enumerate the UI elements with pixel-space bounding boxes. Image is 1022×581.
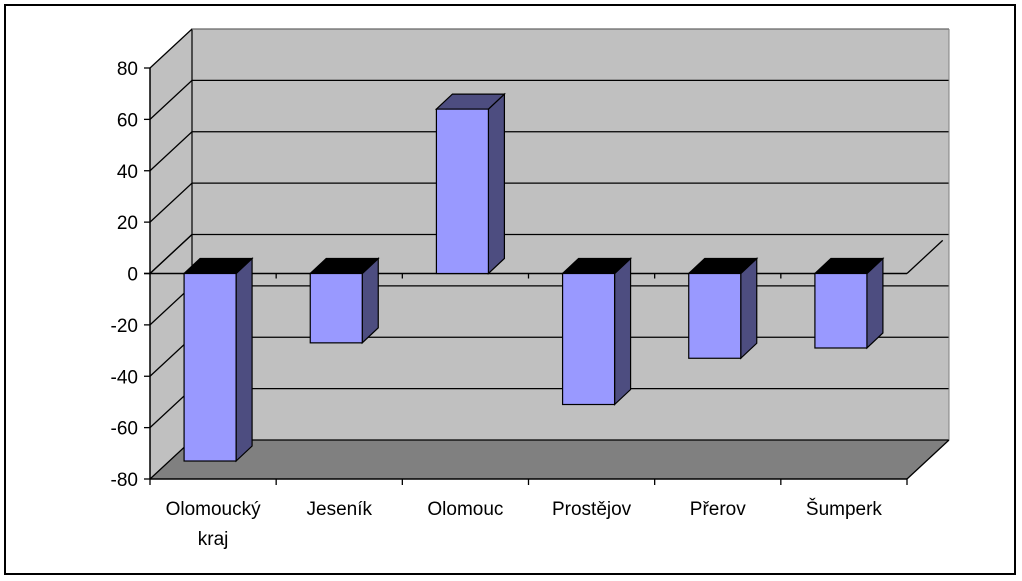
bar-side [487, 92, 506, 275]
bar-front [183, 272, 237, 462]
x-category-label-line: kraj [198, 529, 229, 550]
x-category-label: Olomoucký kraj [166, 499, 262, 550]
bar-side [740, 257, 758, 360]
zero-depth [149, 234, 193, 274]
bar-side [235, 257, 253, 463]
y-tick-label: -20 [111, 316, 138, 337]
bar [308, 257, 380, 345]
bar-front [561, 272, 616, 406]
floor-edge [906, 439, 950, 480]
x-category-label-line: Olomouc [427, 499, 503, 520]
y-tick-label: -80 [111, 470, 138, 491]
x-category-label-line: Šumperk [806, 498, 883, 520]
bar [687, 257, 759, 360]
floor [150, 440, 949, 479]
bar [434, 92, 506, 275]
bar-front [688, 272, 742, 359]
y-tick-label: -40 [111, 367, 138, 388]
bar-front [814, 272, 868, 349]
y-tick-label: 20 [117, 213, 138, 234]
chart-labels: 80 60 40 20 0 -20 -40 -60 -80 Olomoucký kraj Jesení… [111, 59, 883, 550]
x-category-label-line: Olomoucký [166, 499, 262, 520]
x-category-label: Jeseník [307, 499, 373, 520]
y-tick-label: 80 [117, 59, 138, 80]
y-tick-label: -60 [111, 419, 138, 440]
y-tick-label: 40 [117, 162, 138, 183]
x-category-label-line: Přerov [690, 499, 746, 520]
x-category-label: Přerov [690, 499, 746, 520]
x-category-label-line: Jeseník [307, 499, 373, 520]
x-category-label: Olomouc [427, 499, 503, 520]
bar-front [435, 108, 490, 275]
x-category-label: Prostějov [552, 499, 632, 520]
chart-walls [150, 29, 949, 479]
bar [561, 257, 633, 406]
bar [813, 257, 885, 350]
x-category-label-line: Prostějov [552, 499, 632, 520]
chart-bars [182, 92, 885, 463]
x-category-label: Šumperk [806, 498, 883, 520]
zero-depth [906, 239, 944, 274]
bar-side [613, 257, 632, 406]
y-tick-label: 60 [117, 110, 138, 131]
y-tick-label: 0 [127, 265, 138, 286]
chart-axes [144, 67, 950, 485]
bar [182, 257, 254, 463]
bar-front [309, 272, 363, 344]
